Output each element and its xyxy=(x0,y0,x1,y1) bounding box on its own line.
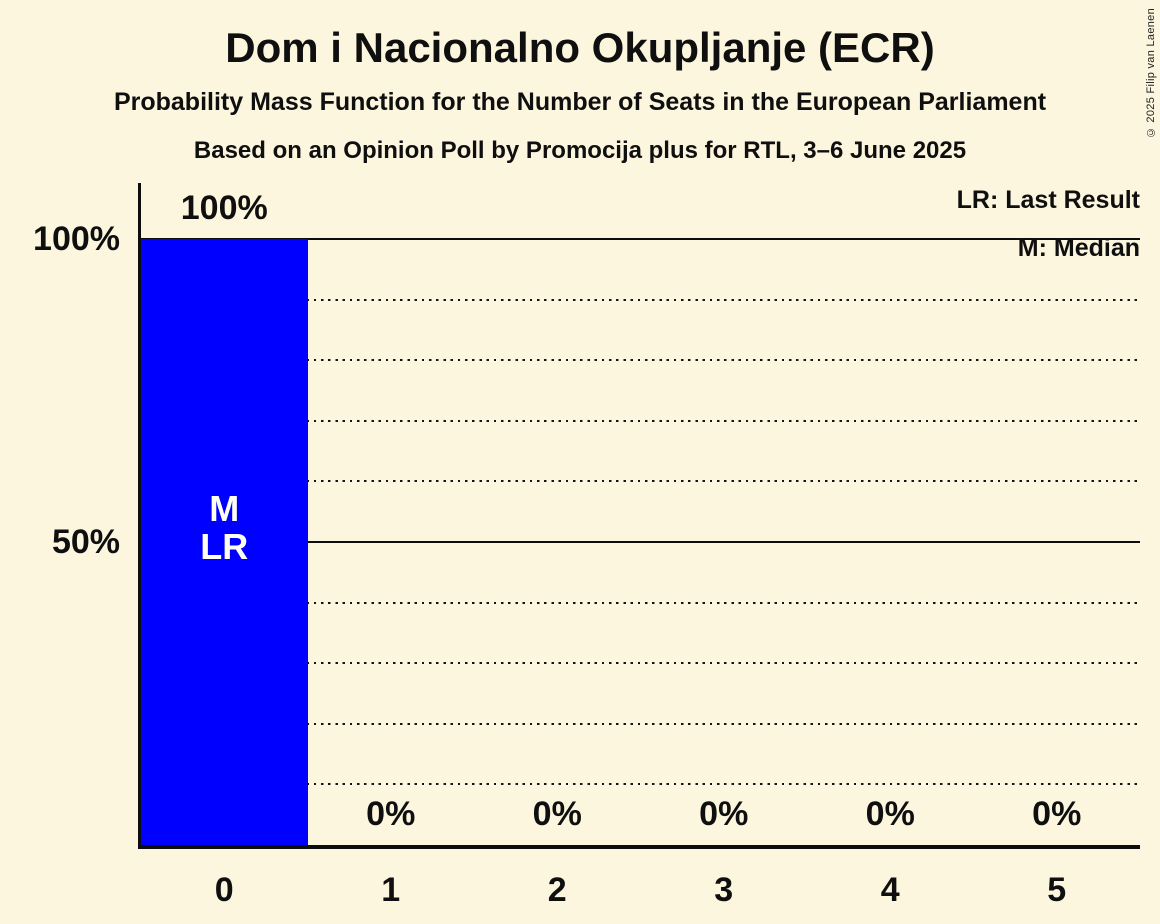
value-label-seats-5: 0% xyxy=(1032,795,1082,833)
gridline-dotted-20 xyxy=(141,722,1140,725)
bar-annotation-line-lr: LR xyxy=(200,526,249,567)
gridline-dotted-30 xyxy=(141,662,1140,665)
value-label-seats-4: 0% xyxy=(865,795,915,833)
value-label-seats-1: 0% xyxy=(366,795,416,833)
y-tick-label-100: 100% xyxy=(33,220,120,258)
y-tick-label-50: 50% xyxy=(51,523,120,561)
y-axis-line xyxy=(138,183,141,849)
x-tick-label-3: 3 xyxy=(714,871,734,909)
chart-title: Dom i Nacionalno Okupljanje (ECR) xyxy=(225,24,935,71)
gridline-dotted-60 xyxy=(141,480,1140,483)
x-axis-line xyxy=(138,845,1140,849)
value-label-seats-3: 0% xyxy=(699,795,749,833)
gridline-dotted-70 xyxy=(141,419,1140,422)
gridline-solid-100 xyxy=(141,238,1140,240)
x-tick-label-2: 2 xyxy=(547,871,567,909)
legend-last-result: LR: Last Result xyxy=(956,186,1140,214)
gridline-dotted-90 xyxy=(141,298,1140,301)
gridline-solid-50 xyxy=(141,541,1140,543)
gridline-dotted-80 xyxy=(141,359,1140,362)
chart-source-line: Based on an Opinion Poll by Promocija pl… xyxy=(193,137,967,164)
legend-median: M: Median xyxy=(1017,234,1140,262)
gridline-dotted-40 xyxy=(141,601,1140,604)
x-tick-label-4: 4 xyxy=(880,871,900,909)
value-label-seats-2: 0% xyxy=(532,795,582,833)
bar-annotation-seats-0: M LR xyxy=(154,490,294,566)
x-tick-label-1: 1 xyxy=(381,871,401,909)
chart-subtitle: Probability Mass Function for the Number… xyxy=(113,88,1047,116)
gridline-dotted-10 xyxy=(141,783,1140,786)
bar-annotation-line-m: M xyxy=(209,488,240,529)
bar-seats-0 xyxy=(141,239,308,845)
value-label-seats-0: 100% xyxy=(180,189,268,227)
x-tick-label-0: 0 xyxy=(214,871,234,909)
x-tick-label-5: 5 xyxy=(1047,871,1067,909)
